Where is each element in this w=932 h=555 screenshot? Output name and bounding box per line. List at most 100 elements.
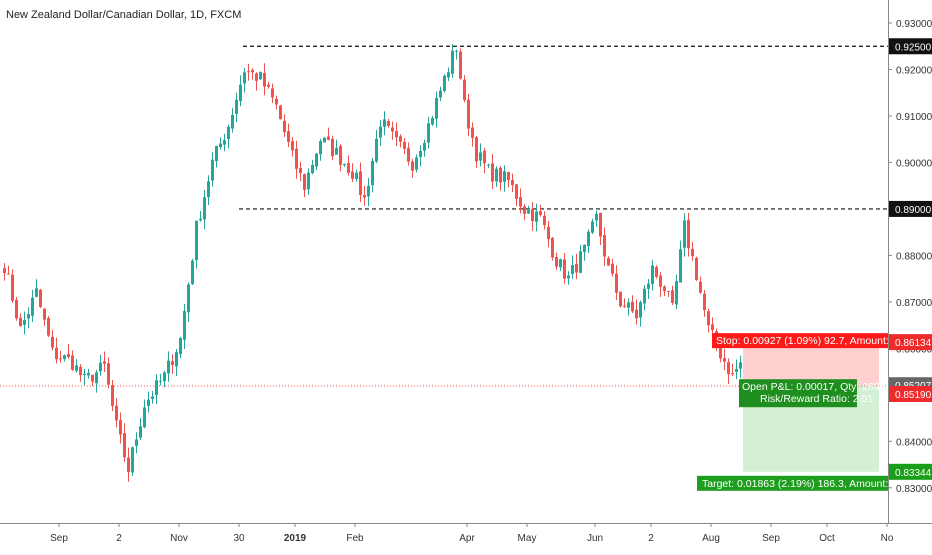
candle-body [123, 433, 126, 458]
candle-body [455, 50, 458, 52]
candle-body [231, 114, 234, 129]
time-tick-label: Feb [346, 533, 364, 544]
candle-body [427, 123, 430, 143]
candle-body [599, 212, 602, 237]
candle-body [139, 426, 142, 438]
risk-reward-label: Risk/Reward Ratio: 2.01 [760, 393, 873, 405]
candle-body [451, 50, 454, 74]
price-tick-label: 0.91000 [896, 112, 932, 123]
candle-body [327, 136, 330, 140]
price-badge [889, 463, 932, 480]
pnl-label: Open P&L: 0.00017, Qty: 26968 [742, 381, 892, 393]
candle-body [51, 336, 54, 348]
candle-body [511, 179, 514, 186]
candle-body [371, 160, 374, 186]
candle-body [243, 72, 246, 84]
candle-body [491, 163, 494, 182]
candle-body [735, 368, 738, 372]
price-tick-label: 0.90000 [896, 158, 932, 169]
candle-body [391, 127, 394, 132]
candle-body [303, 174, 306, 190]
candle-body [403, 141, 406, 149]
stop-zone [743, 342, 879, 386]
candle-body [187, 284, 190, 313]
candle-body [443, 75, 446, 91]
candle-body [719, 345, 722, 359]
candle-body [739, 362, 742, 369]
candle-body [131, 447, 134, 473]
candle-body [215, 146, 218, 162]
candle-body [483, 150, 486, 164]
price-tick-label: 0.92000 [896, 65, 932, 76]
candle-body [15, 299, 18, 319]
candle-body [675, 281, 678, 305]
candle-body [199, 218, 202, 221]
candle-body [3, 268, 6, 274]
candle-body [419, 150, 422, 157]
stop-label-box [712, 333, 888, 349]
time-axis[interactable]: Sep 2 Nov 30 2019 Feb Apr May Jun 2 Aug Sep Oct No [50, 523, 894, 544]
price-badge-label: 0.83344 [895, 468, 932, 479]
candle-body [487, 164, 490, 166]
candle-body [7, 273, 10, 275]
candle-body [479, 152, 482, 161]
candle-body [279, 105, 282, 120]
candle-body [503, 171, 506, 182]
candle-body [655, 267, 658, 277]
candle-body [263, 72, 266, 87]
candle-body [459, 51, 462, 79]
candle-body [631, 301, 634, 312]
candle-body [495, 168, 498, 182]
candle-body [143, 407, 146, 428]
candle-body [423, 142, 426, 151]
candle-body [271, 88, 274, 98]
candle-body [91, 374, 94, 382]
candle-body [619, 291, 622, 307]
candle-body [127, 457, 130, 472]
candle-body [227, 126, 230, 139]
candle-body [251, 69, 254, 73]
candle-body [411, 161, 414, 171]
candle-body [347, 163, 350, 173]
candle-body [319, 141, 322, 155]
candle-body [47, 318, 50, 336]
time-tick-label: 2 [116, 533, 122, 544]
candle-body [583, 244, 586, 253]
candle-body [211, 159, 214, 181]
candle-body [643, 288, 646, 304]
candle-body [207, 181, 210, 198]
candle-body [55, 347, 58, 360]
candle-body [379, 126, 382, 138]
price-axis[interactable]: 0.830000.840000.850000.860000.870000.880… [888, 19, 932, 495]
candle-body [431, 118, 434, 125]
candle-body [651, 265, 654, 284]
candle-body [323, 137, 326, 143]
candle-body [663, 286, 666, 292]
candle-body [695, 257, 698, 281]
price-tick-label: 0.83000 [896, 484, 932, 495]
candle-body [359, 171, 362, 196]
candle-body [151, 396, 154, 399]
candle-body [35, 288, 38, 297]
candle-body [287, 131, 290, 142]
candle-body [351, 171, 354, 179]
candle-body [679, 249, 682, 283]
candle-body [339, 145, 342, 165]
candle-body [115, 405, 118, 421]
candle-body [31, 297, 34, 316]
candle-body [539, 211, 542, 215]
candle-body [471, 127, 474, 138]
candle-body [567, 275, 570, 279]
candle-body [299, 168, 302, 173]
candle-body [627, 302, 630, 308]
candle-body [407, 147, 410, 162]
candle-body [671, 290, 674, 303]
candle-body [27, 314, 30, 319]
candle-body [555, 256, 558, 267]
candle-body [247, 71, 250, 73]
candle-body [635, 309, 638, 319]
price-badge [889, 334, 932, 351]
price-line-badge [889, 38, 932, 55]
